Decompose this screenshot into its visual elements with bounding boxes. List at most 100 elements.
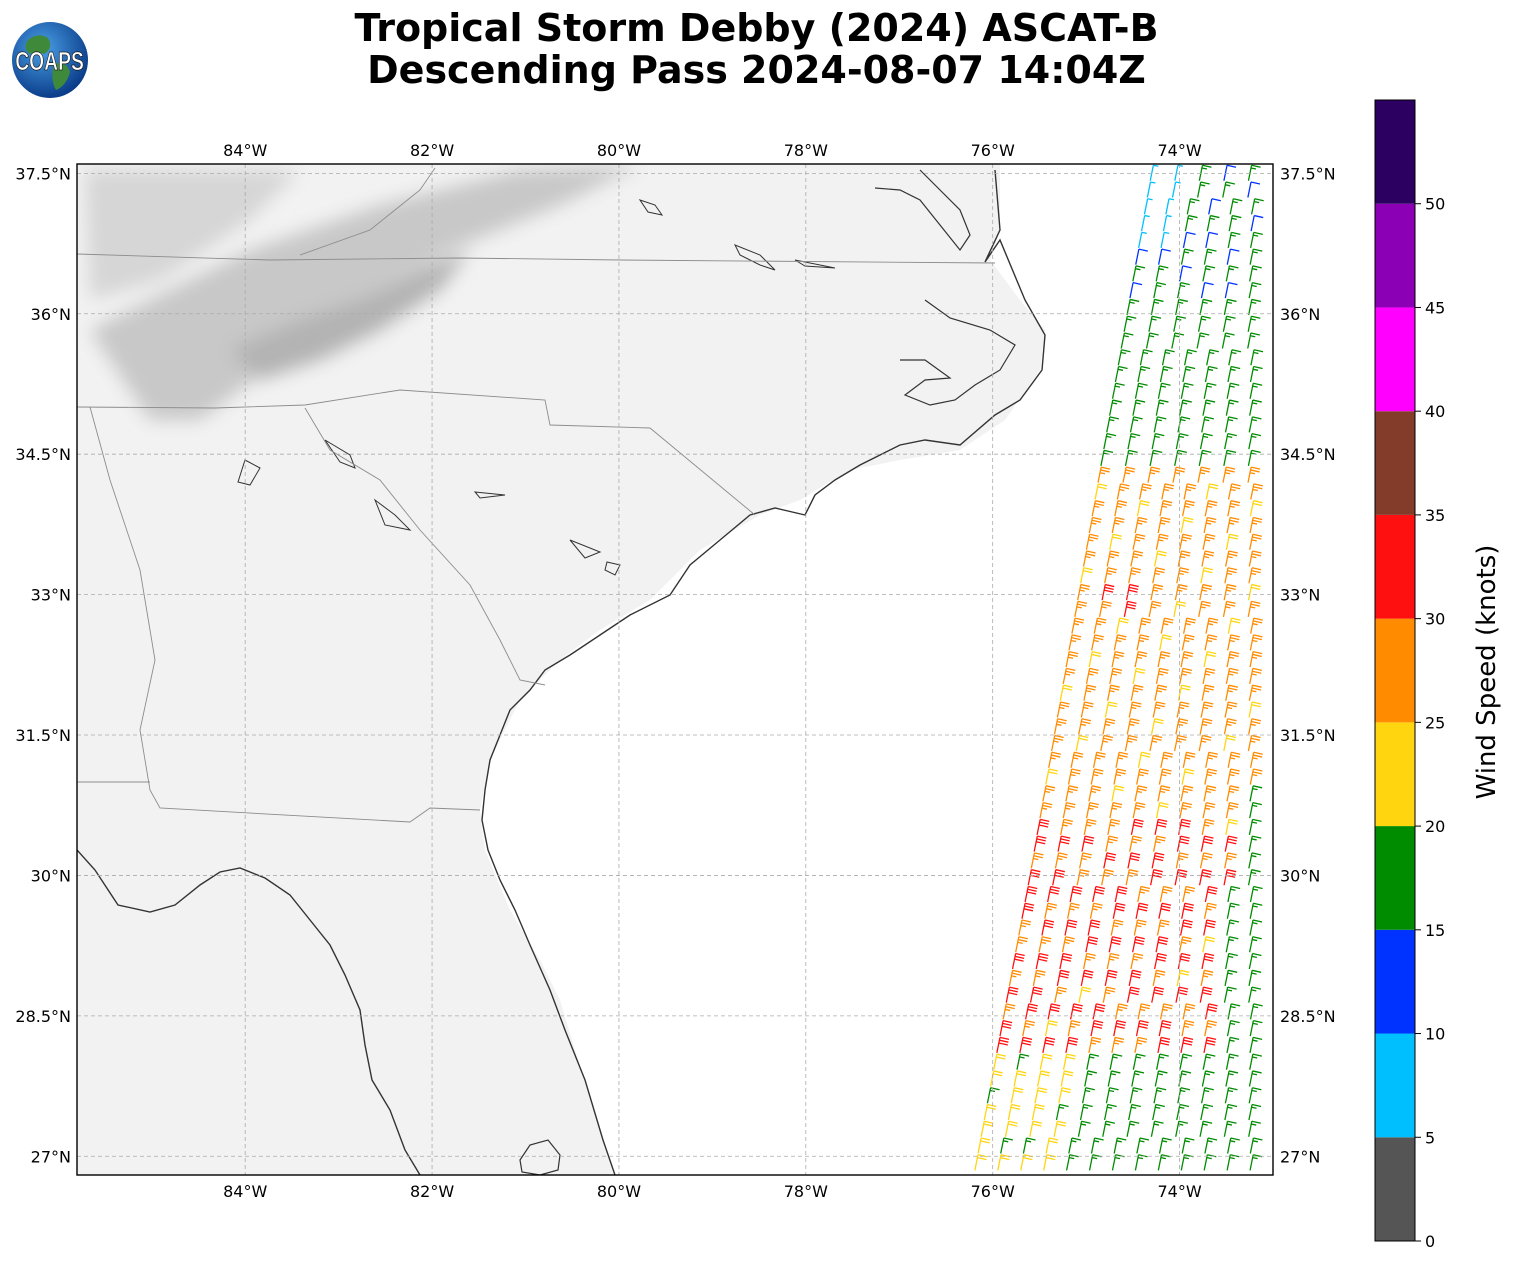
wind-barb: [1226, 1154, 1240, 1171]
wind-barb: [1171, 181, 1181, 198]
colorbar-frame: [1374, 99, 1416, 1242]
wind-barb: [1182, 617, 1196, 634]
wind-barb: [1129, 416, 1143, 433]
wind-barb: [1134, 1036, 1148, 1054]
wind-barb: [1155, 533, 1169, 550]
colorbar-label: Wind Speed (knots): [1472, 545, 1502, 800]
wind-barb: [1133, 919, 1147, 936]
wind-barb: [1109, 1053, 1123, 1070]
wind-barb: [1180, 516, 1194, 534]
wind-barb: [1129, 835, 1142, 852]
wind-barb: [1088, 1036, 1102, 1054]
wind-barb: [1092, 1003, 1106, 1020]
wind-barb: [1272, 697, 1273, 701]
wind-barb: [1156, 919, 1170, 936]
wind-barb: [1272, 261, 1273, 265]
colorbar-tick-label: 15: [1425, 921, 1445, 940]
lat-tick-label-left: 28.5°N: [15, 1007, 71, 1026]
wind-barb: [1186, 198, 1200, 215]
wind-barb: [1155, 936, 1169, 953]
wind-barb: [1183, 483, 1197, 500]
wind-barb: [1225, 936, 1239, 953]
wind-barb: [1106, 952, 1120, 970]
colorbar: 0 5 10 15 20 25 30 35 40 45 50: [1374, 99, 1445, 1251]
wind-barb: [1137, 1003, 1151, 1020]
wind-barb: [1038, 936, 1052, 953]
wind-barb: [1247, 583, 1261, 601]
wind-barb: [1272, 563, 1273, 567]
state-borders: [77, 167, 996, 823]
colorbar-tick-label: 35: [1425, 506, 1445, 525]
wind-barb: [1068, 1137, 1082, 1154]
wind-barb: [1181, 1019, 1195, 1037]
wind-barb: [1178, 265, 1192, 282]
wind-barb: [1202, 533, 1216, 550]
wind-barb: [1066, 902, 1080, 919]
wind-barb: [1158, 902, 1172, 919]
wind-barb: [1069, 1003, 1083, 1020]
wind-barb: [1197, 466, 1211, 483]
wind-barb: [1249, 902, 1263, 919]
wind-barb: [1123, 600, 1137, 617]
wind-barb: [1015, 936, 1028, 953]
colorbar-tick-label: 50: [1425, 195, 1445, 214]
wind-barb: [1011, 952, 1025, 970]
wind-barb: [1224, 835, 1238, 852]
wind-barb: [1108, 399, 1122, 416]
wind-barb: [1125, 583, 1139, 601]
wind-barb: [1151, 432, 1165, 450]
wind-barb: [1085, 533, 1099, 550]
wind-barb: [1155, 667, 1169, 685]
wind-barb: [1128, 701, 1142, 718]
wind-barb: [1179, 1053, 1193, 1070]
wind-barb: [1098, 600, 1112, 617]
wind-barb: [1008, 969, 1022, 986]
wind-barb: [1250, 198, 1264, 215]
colorbar-bin: [1375, 826, 1415, 930]
wind-barb: [1248, 986, 1262, 1003]
wind-barb: [1249, 231, 1263, 248]
wind-barb: [1134, 1154, 1148, 1171]
wind-barb: [1175, 852, 1189, 869]
wind-barb: [1065, 785, 1079, 802]
wind-barb: [1138, 617, 1152, 634]
wind-barb: [1114, 885, 1128, 903]
wind-barb: [1093, 617, 1107, 634]
wind-barb: [1272, 898, 1273, 902]
wind-barb: [1032, 969, 1046, 986]
wind-barb: [1054, 986, 1068, 1003]
wind-barb: [1123, 315, 1137, 332]
wind-barb: [1128, 567, 1141, 584]
wind-barb: [1134, 785, 1148, 802]
wind-barb: [1019, 1036, 1033, 1054]
wind-barb: [1249, 1053, 1262, 1070]
wind-barb: [1137, 751, 1151, 768]
wind-barb: [1161, 349, 1175, 366]
wind-barb: [1104, 567, 1117, 584]
wind-barb: [1045, 768, 1059, 785]
wind-barb: [1160, 231, 1170, 248]
wind-barb: [1037, 1070, 1050, 1087]
wind-barb: [1223, 718, 1237, 735]
wind-barb: [1050, 734, 1064, 752]
wind-barb: [1159, 365, 1173, 383]
wind-barb: [1083, 818, 1097, 836]
wind-barb: [1002, 1003, 1016, 1020]
wind-barb: [1089, 902, 1103, 919]
wind-barb: [1182, 365, 1196, 383]
wind-barb: [1154, 1070, 1168, 1087]
wind-barb: [1197, 315, 1211, 332]
wind-barb: [1075, 734, 1089, 752]
wind-barb: [1177, 952, 1191, 970]
wind-barb: [1177, 818, 1191, 836]
wind-barb: [1022, 1019, 1036, 1037]
wind-barb: [1200, 1087, 1214, 1104]
wind-barb: [1225, 818, 1239, 836]
wind-barb: [1114, 1003, 1128, 1020]
wind-barb: [1224, 1103, 1238, 1121]
wind-barb: [1179, 399, 1192, 416]
wind-barb: [1202, 936, 1216, 953]
wind-barb: [1204, 1019, 1218, 1037]
lat-tick-label-left: 34.5°N: [15, 445, 71, 464]
lon-tick-label-bottom: 76°W: [971, 1182, 1015, 1201]
